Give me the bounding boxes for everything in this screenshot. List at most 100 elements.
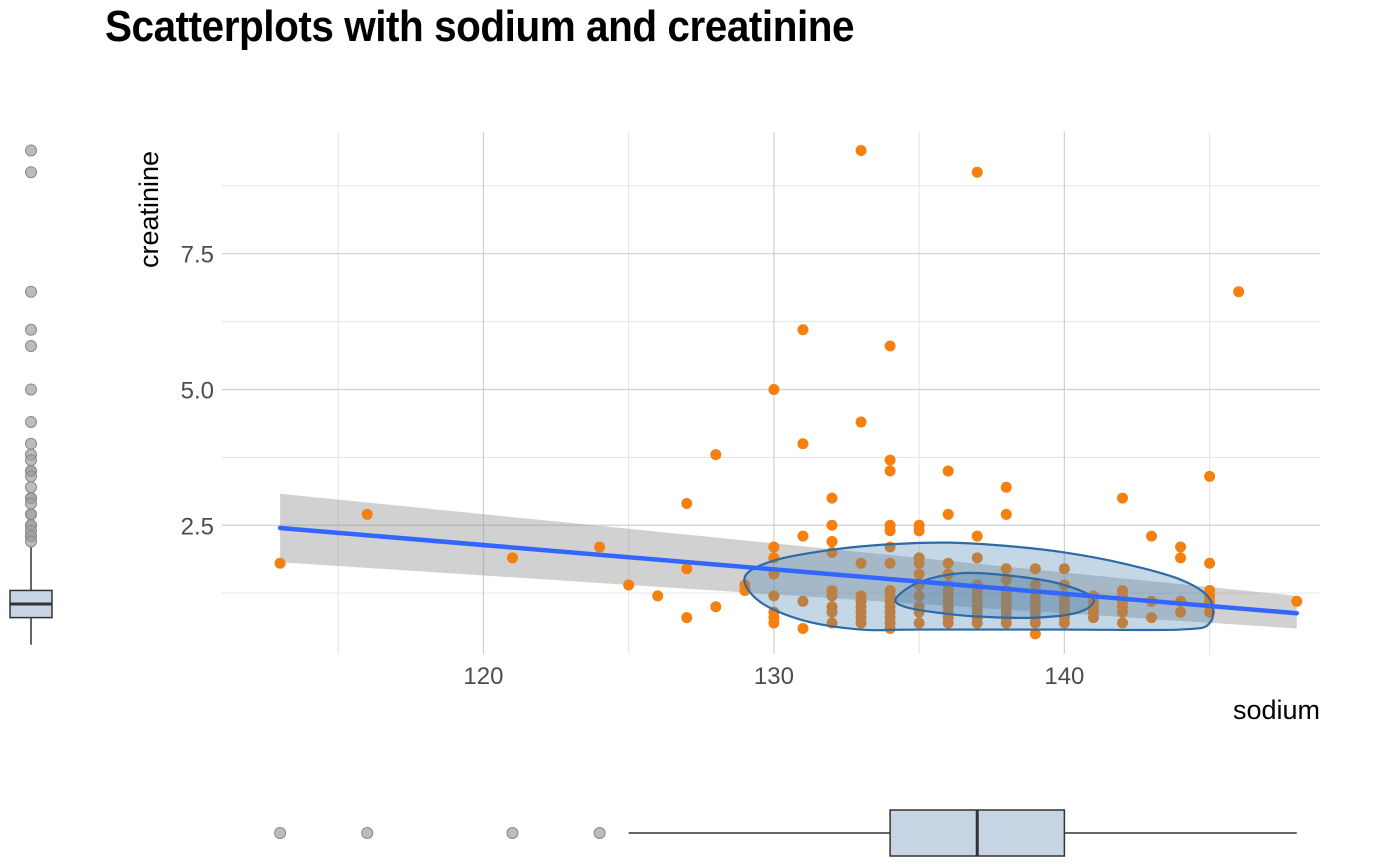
confidence-band — [280, 493, 1297, 629]
data-point — [1058, 617, 1070, 629]
y-tick-label: 7.5 — [181, 242, 214, 269]
data-point — [768, 617, 780, 629]
data-point — [1146, 530, 1158, 542]
data-point — [884, 622, 896, 634]
outlier-point — [25, 144, 37, 157]
data-point — [506, 552, 518, 564]
data-point — [1000, 563, 1012, 575]
data-point — [1175, 606, 1187, 618]
data-point — [1233, 286, 1245, 298]
data-point — [1000, 617, 1012, 629]
data-point — [1116, 617, 1128, 629]
data-point — [971, 166, 983, 178]
outlier-point — [25, 535, 37, 548]
data-point — [1029, 617, 1041, 629]
data-point — [768, 383, 780, 395]
data-point — [274, 557, 286, 569]
outlier-point — [25, 166, 37, 179]
data-point — [1029, 563, 1041, 575]
outlier-point — [25, 454, 37, 467]
data-point — [1000, 508, 1012, 520]
data-point — [1116, 606, 1128, 618]
data-point — [797, 595, 809, 607]
outlier-point — [274, 827, 287, 839]
outlier-point — [593, 827, 606, 839]
x-tick-label: 140 — [1044, 663, 1084, 690]
outlier-point — [25, 340, 37, 353]
outlier-point — [506, 827, 519, 839]
data-point — [1146, 612, 1158, 624]
data-point — [913, 617, 925, 629]
data-point — [361, 508, 373, 520]
data-point — [913, 525, 925, 537]
creatinine-marginal-boxplot — [9, 144, 53, 645]
data-point — [826, 519, 838, 531]
data-point — [1291, 595, 1303, 607]
data-point — [826, 492, 838, 504]
data-point — [1029, 628, 1041, 640]
data-point — [884, 525, 896, 537]
data-point — [1204, 470, 1216, 482]
regression-line-path — [277, 525, 1300, 616]
x-axis-label: sodium — [1233, 695, 1320, 725]
data-point — [1058, 563, 1070, 575]
chart-title: Scatterplots with sodium and creatinine — [105, 2, 855, 51]
outlier-point — [25, 508, 37, 521]
data-point — [710, 601, 722, 613]
data-point — [971, 530, 983, 542]
data-point — [652, 590, 664, 602]
data-point — [1175, 552, 1187, 564]
data-point — [681, 563, 693, 575]
data-point — [1116, 492, 1128, 504]
outlier-point — [361, 827, 374, 839]
data-point — [1000, 481, 1012, 493]
outlier-point — [25, 437, 37, 450]
y-tick-label: 2.5 — [181, 513, 214, 540]
data-point — [884, 557, 896, 569]
data-point — [884, 340, 896, 352]
data-point — [855, 617, 867, 629]
data-point — [942, 557, 954, 569]
data-point — [855, 557, 867, 569]
data-point — [913, 568, 925, 580]
data-point — [681, 612, 693, 624]
y-tick-label: 5.0 — [181, 377, 214, 404]
outlier-point — [25, 497, 37, 510]
data-point — [623, 579, 635, 591]
outlier-point — [25, 383, 37, 396]
data-point — [884, 465, 896, 477]
data-point — [797, 324, 809, 336]
data-point — [884, 454, 896, 466]
data-point — [913, 590, 925, 602]
sodium-marginal-boxplot — [274, 809, 1297, 857]
axis-ticks: 120 130 140 2.5 5.0 7.5 — [181, 242, 1085, 690]
outlier-point — [25, 481, 37, 494]
data-point — [942, 617, 954, 629]
data-point — [768, 541, 780, 553]
x-tick-label: 130 — [754, 663, 794, 690]
data-point — [826, 590, 838, 602]
regression-line — [277, 525, 1300, 616]
y-axis-label: creatinine — [134, 151, 164, 268]
data-point — [942, 465, 954, 477]
data-point — [1000, 574, 1012, 586]
data-point — [855, 144, 867, 156]
data-point — [1204, 557, 1216, 569]
data-point — [797, 622, 809, 634]
data-point — [913, 557, 925, 569]
data-point — [826, 536, 838, 548]
data-point — [681, 498, 693, 510]
data-point — [942, 508, 954, 520]
data-point — [1087, 612, 1099, 624]
outlier-point — [25, 323, 37, 336]
outlier-point — [25, 470, 37, 483]
x-tick-label: 120 — [463, 663, 503, 690]
data-point — [768, 590, 780, 602]
data-point — [826, 606, 838, 618]
data-point — [797, 438, 809, 450]
data-point — [1029, 579, 1041, 591]
data-point — [797, 530, 809, 542]
data-point — [710, 449, 722, 461]
data-point — [855, 416, 867, 428]
